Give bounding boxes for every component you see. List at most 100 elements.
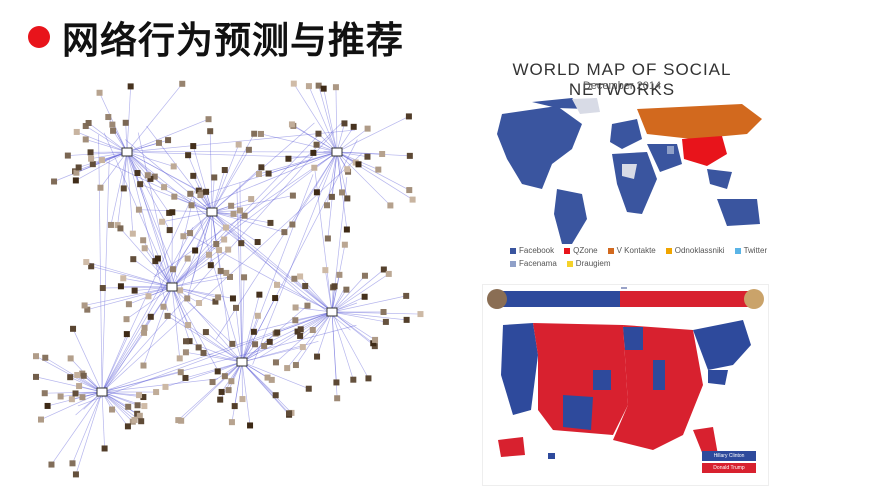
network-node (361, 272, 368, 279)
network-node (105, 114, 112, 121)
network-node (248, 196, 255, 203)
network-node (314, 353, 321, 360)
legend-label: Facenama (519, 259, 557, 268)
network-node (239, 396, 246, 403)
network-node (315, 130, 322, 137)
legend-item: QZone (564, 246, 598, 255)
network-node (140, 237, 147, 244)
network-node (182, 374, 189, 381)
network-node (218, 388, 225, 395)
red-result-segment (620, 291, 758, 307)
network-node (375, 166, 382, 173)
world-map-subtitle: December 2014 (582, 80, 662, 92)
legend-label: Facebook (519, 246, 555, 255)
network-node (147, 175, 154, 182)
network-node (339, 189, 346, 196)
legend-swatch (564, 247, 571, 254)
network-node (238, 240, 245, 247)
network-node (117, 225, 124, 232)
network-node (109, 406, 116, 413)
network-node (131, 287, 138, 294)
network-node (313, 189, 320, 196)
network-node (297, 332, 304, 339)
network-node (87, 149, 94, 156)
network-node (315, 82, 322, 89)
legend-swatch (566, 260, 573, 267)
slide-title-text: 网络行为预测与推荐 (62, 19, 404, 62)
network-node (223, 269, 230, 276)
network-node (365, 375, 372, 382)
network-node (380, 266, 387, 273)
network-node (291, 275, 298, 282)
network-node (216, 247, 223, 254)
network-node (341, 120, 348, 127)
network-node (72, 471, 79, 478)
network-node (188, 202, 195, 209)
legend-item: Twitter (734, 246, 767, 255)
network-node (241, 212, 248, 219)
network-node (205, 116, 212, 123)
network-node (125, 301, 132, 308)
network-node (228, 378, 235, 385)
network-node (134, 402, 141, 409)
network-node (186, 338, 193, 345)
network-node (355, 161, 362, 168)
network-node (221, 373, 228, 380)
network-node (160, 303, 167, 310)
network-node (226, 273, 233, 280)
network-node (409, 196, 416, 203)
network-node (323, 202, 330, 209)
network-node (84, 306, 91, 313)
network-node (311, 164, 318, 171)
network-node (187, 190, 194, 197)
network-node (72, 177, 79, 184)
legend-right-candidate: Donald Trump (702, 463, 756, 473)
network-node (322, 267, 329, 274)
network-node (42, 354, 49, 361)
network-node (261, 342, 268, 349)
network-node (140, 362, 147, 369)
network-node (129, 230, 136, 237)
network-node (272, 295, 279, 302)
network-node (140, 394, 147, 401)
network-node (76, 383, 83, 390)
network-node (141, 324, 148, 331)
network-node (190, 143, 197, 150)
network-node (141, 245, 148, 252)
network-node (144, 172, 151, 179)
network-node (217, 396, 224, 403)
legend-item: Odnoklassniki (665, 246, 725, 255)
network-node (33, 373, 39, 380)
network-node (196, 300, 203, 307)
network-node (364, 153, 371, 160)
network-node (136, 412, 143, 419)
network-node (343, 226, 350, 233)
network-node (185, 322, 192, 329)
network-node (289, 221, 296, 228)
network-node (184, 255, 191, 262)
network-node (215, 294, 222, 301)
network-graph-svg (33, 80, 424, 478)
network-node (138, 418, 145, 425)
network-node (206, 251, 213, 258)
network-node (350, 123, 357, 130)
network-node (137, 181, 144, 188)
network-node (232, 304, 239, 311)
network-node (403, 292, 410, 299)
network-node (343, 286, 350, 293)
network-node (289, 192, 296, 199)
network-hub (166, 282, 178, 292)
network-node (127, 83, 134, 90)
network-node (67, 374, 74, 381)
network-node (372, 336, 379, 343)
network-node (134, 170, 141, 177)
network-node (70, 325, 77, 332)
network-node (350, 376, 357, 383)
network-node (297, 273, 304, 280)
network-node (222, 224, 229, 231)
network-node (328, 193, 335, 200)
network-node (135, 206, 142, 213)
network-node (228, 202, 235, 209)
network-node (145, 293, 152, 300)
network-node (361, 293, 368, 300)
